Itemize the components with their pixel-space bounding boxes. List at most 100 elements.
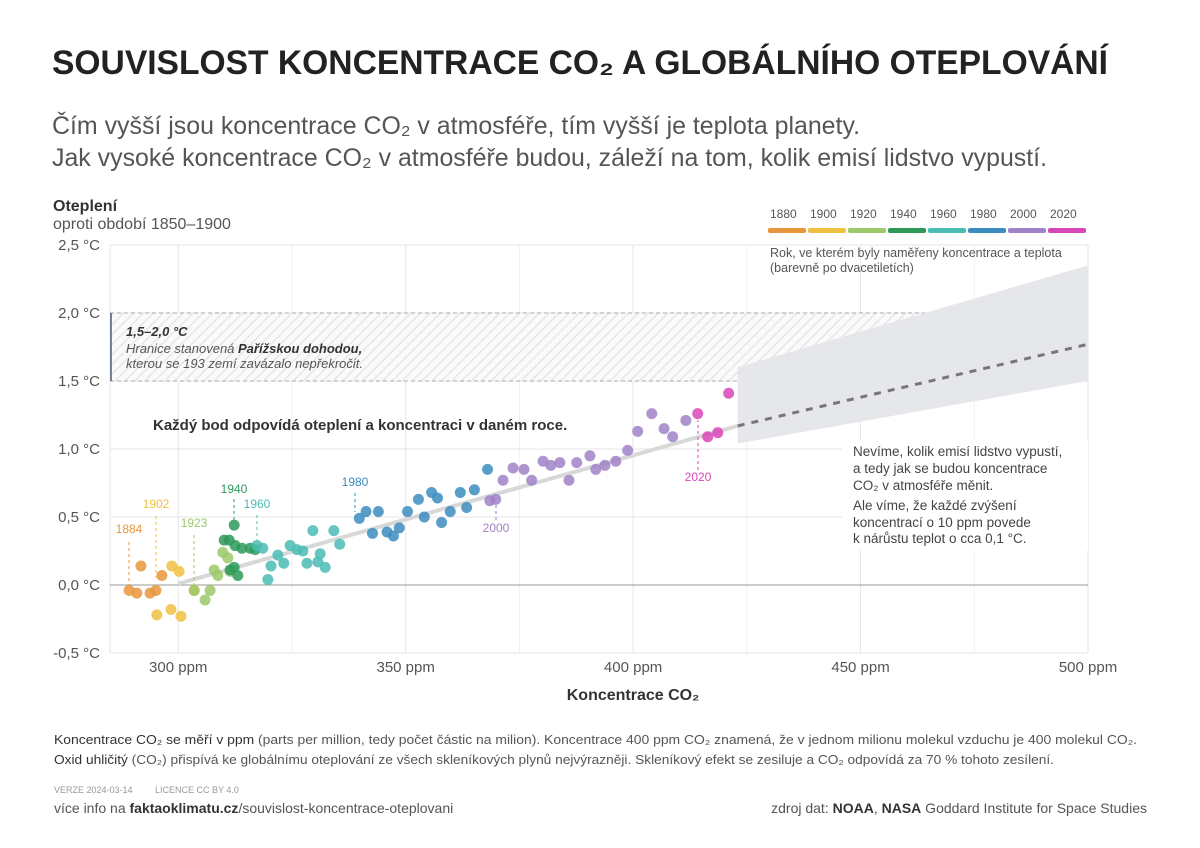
point xyxy=(622,444,634,456)
point xyxy=(334,538,346,550)
future-note: Nevíme, kolik emisí lidstvo vypustí, a te… xyxy=(842,440,1088,550)
point xyxy=(468,484,480,496)
note-bg xyxy=(842,440,1088,550)
point xyxy=(360,506,372,518)
point xyxy=(563,474,575,486)
paris-range: 1,5–2,0 °C xyxy=(126,324,188,339)
point xyxy=(545,459,557,471)
point xyxy=(599,459,611,471)
more-text: /souvislost-koncentrace-oteplovani xyxy=(238,800,453,816)
point xyxy=(490,493,502,505)
point xyxy=(272,549,284,561)
projection-band xyxy=(737,265,1088,444)
point xyxy=(212,569,224,581)
point xyxy=(328,525,340,537)
point xyxy=(236,542,248,554)
x-tick-label: 450 ppm xyxy=(831,659,889,676)
projection-line xyxy=(737,342,1089,428)
point xyxy=(278,557,290,569)
paris-note-text: Hranice stanovená xyxy=(126,341,238,356)
point xyxy=(151,609,163,621)
point xyxy=(680,414,692,426)
y-tick-label: 1,0 °C xyxy=(58,441,100,458)
point xyxy=(307,525,319,537)
footer-note-bold: Oxid uhličitý xyxy=(54,752,128,767)
legend-note: Rok, ve kterém byly naměřeny koncentrace… xyxy=(770,246,1062,260)
source: zdroj dat: NOAA, NASA Goddard Institute … xyxy=(771,800,1147,816)
point xyxy=(412,493,424,505)
year-label: 1960 xyxy=(244,497,271,511)
point xyxy=(702,431,714,443)
point xyxy=(712,427,724,439)
source-bold: NOAA xyxy=(833,800,874,816)
point xyxy=(297,545,309,557)
point xyxy=(482,463,494,475)
source-text: zdroj dat: xyxy=(771,800,832,816)
point xyxy=(265,560,277,572)
point xyxy=(150,584,162,596)
point xyxy=(222,552,234,564)
x-axis-title: Koncentrace CO₂ xyxy=(567,687,699,704)
footer-note-bold: Koncentrace CO₂ se měří v ppm xyxy=(54,732,254,747)
legend-label: 1980 xyxy=(970,207,997,221)
point xyxy=(401,506,413,518)
paris-note: kterou se 193 zemí zavázalo nepřekročit. xyxy=(126,356,363,371)
point xyxy=(554,457,566,469)
y-tick-label: -0,5 °C xyxy=(53,645,100,662)
point xyxy=(156,569,168,581)
footer-note-text: (parts per million, tedy počet částic na… xyxy=(254,732,1137,747)
point xyxy=(497,474,509,486)
y-axis-subtitle: oproti období 1850–1900 xyxy=(53,216,231,233)
y-tick-label: 2,5 °C xyxy=(58,237,100,254)
point xyxy=(135,560,147,572)
point xyxy=(518,463,530,475)
x-tick-label: 350 ppm xyxy=(376,659,434,676)
point xyxy=(319,561,331,573)
point xyxy=(262,574,274,586)
future-note-line: Ale víme, že každé zvýšení xyxy=(853,498,1017,513)
more-text: více info na xyxy=(54,800,130,816)
legend-swatch xyxy=(928,228,966,233)
future-note-line: k nárůstu teplot o cca 0,1 °C. xyxy=(853,531,1027,546)
legend-label: 2000 xyxy=(1010,207,1037,221)
point xyxy=(393,522,405,534)
point xyxy=(188,584,200,596)
y-tick-label: 1,5 °C xyxy=(58,373,100,390)
point xyxy=(610,455,622,467)
legend-label: 2020 xyxy=(1050,207,1077,221)
source-bold: NASA xyxy=(882,800,922,816)
future-note-line: koncentrací o 10 ppm povede xyxy=(853,515,1031,530)
subtitle: Jak vysoké koncentrace CO₂ v atmosféře b… xyxy=(52,144,1047,172)
point xyxy=(571,457,583,469)
subtitle: Čím vyšší jsou koncentrace CO₂ v atmosfé… xyxy=(52,111,860,140)
legend-swatch xyxy=(888,228,926,233)
point xyxy=(173,565,185,577)
more-link: faktaoklimatu.cz xyxy=(130,800,239,816)
point xyxy=(646,408,658,420)
point xyxy=(454,487,466,499)
legend-swatch xyxy=(1008,228,1046,233)
future-note-line: Nevíme, kolik emisí lidstvo vypustí, xyxy=(853,444,1062,459)
point xyxy=(418,511,430,523)
legend-label: 1940 xyxy=(890,207,917,221)
point xyxy=(590,463,602,475)
point xyxy=(387,530,399,542)
legend-swatch xyxy=(808,228,846,233)
point xyxy=(461,501,473,513)
x-tick-label: 400 ppm xyxy=(604,659,662,676)
point xyxy=(372,506,384,518)
point xyxy=(658,423,670,435)
year-label: 2020 xyxy=(685,470,712,484)
point xyxy=(526,474,538,486)
title: SOUVISLOST KONCENTRACE CO₂ A GLOBÁLNÍHO … xyxy=(52,44,1110,82)
point xyxy=(584,450,596,462)
point xyxy=(507,462,519,474)
trend-line xyxy=(177,423,739,586)
point xyxy=(632,425,644,437)
legend-label: 1900 xyxy=(810,207,837,221)
y-axis-title: Oteplení xyxy=(53,198,118,215)
more-info: více info na faktaoklimatu.cz/souvislost… xyxy=(54,800,453,816)
footer-note: Koncentrace CO₂ se měří v ppm (parts per… xyxy=(54,732,1137,747)
point xyxy=(353,512,365,524)
year-label: 2000 xyxy=(483,521,510,535)
